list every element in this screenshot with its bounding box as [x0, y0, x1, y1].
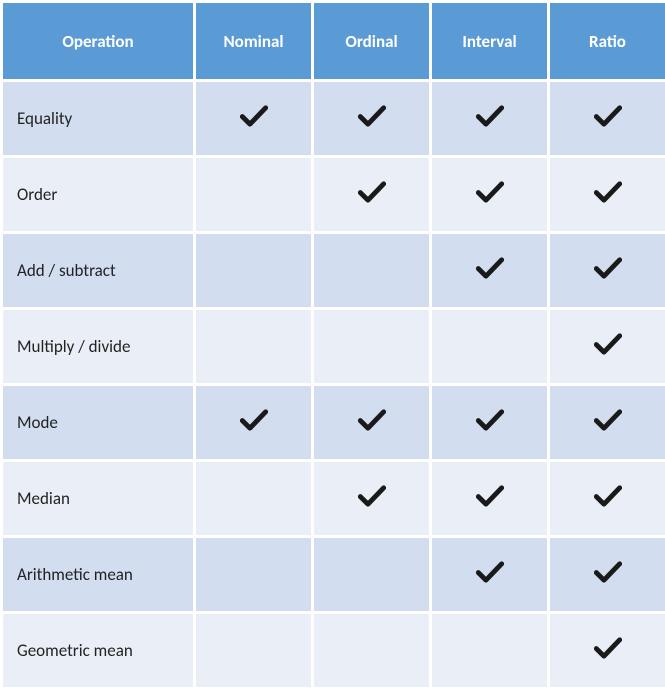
cell-check — [432, 158, 547, 231]
header-row: Operation Nominal Ordinal Interval Ratio — [3, 3, 665, 79]
cell-check — [550, 386, 665, 459]
cell-check — [196, 310, 311, 383]
check-icon — [476, 560, 504, 584]
col-nominal: Nominal — [196, 3, 311, 79]
cell-check — [314, 310, 429, 383]
cell-check — [432, 310, 547, 383]
check-icon — [594, 256, 622, 280]
check-icon — [594, 484, 622, 508]
cell-check — [196, 538, 311, 611]
check-icon — [476, 180, 504, 204]
cell-check — [432, 82, 547, 155]
check-icon — [594, 560, 622, 584]
row-label: Equality — [3, 82, 193, 155]
cell-check — [550, 234, 665, 307]
cell-check — [314, 462, 429, 535]
check-icon — [594, 636, 622, 660]
cell-check — [550, 82, 665, 155]
cell-check — [314, 538, 429, 611]
cell-check — [550, 158, 665, 231]
table-body: EqualityOrderAdd / subtractMultiply / di… — [3, 82, 665, 687]
cell-check — [432, 614, 547, 687]
table-row: Equality — [3, 82, 665, 155]
cell-check — [432, 386, 547, 459]
row-label: Order — [3, 158, 193, 231]
table-row: Arithmetic mean — [3, 538, 665, 611]
row-label: Median — [3, 462, 193, 535]
check-icon — [594, 180, 622, 204]
table-row: Geometric mean — [3, 614, 665, 687]
col-interval: Interval — [432, 3, 547, 79]
check-icon — [594, 408, 622, 432]
table-row: Mode — [3, 386, 665, 459]
scales-table-container: Operation Nominal Ordinal Interval Ratio… — [0, 0, 665, 690]
cell-check — [550, 462, 665, 535]
cell-check — [196, 234, 311, 307]
col-ordinal: Ordinal — [314, 3, 429, 79]
cell-check — [432, 234, 547, 307]
cell-check — [432, 462, 547, 535]
cell-check — [314, 614, 429, 687]
table-row: Multiply / divide — [3, 310, 665, 383]
cell-check — [314, 82, 429, 155]
scales-table: Operation Nominal Ordinal Interval Ratio… — [0, 0, 665, 690]
cell-check — [432, 538, 547, 611]
table-row: Add / subtract — [3, 234, 665, 307]
check-icon — [358, 484, 386, 508]
table-row: Order — [3, 158, 665, 231]
cell-check — [314, 234, 429, 307]
row-label: Geometric mean — [3, 614, 193, 687]
check-icon — [358, 180, 386, 204]
check-icon — [476, 408, 504, 432]
check-icon — [358, 104, 386, 128]
table-row: Median — [3, 462, 665, 535]
cell-check — [196, 462, 311, 535]
check-icon — [240, 408, 268, 432]
cell-check — [550, 538, 665, 611]
check-icon — [476, 484, 504, 508]
check-icon — [240, 104, 268, 128]
row-label: Add / subtract — [3, 234, 193, 307]
check-icon — [594, 104, 622, 128]
col-ratio: Ratio — [550, 3, 665, 79]
row-label: Multiply / divide — [3, 310, 193, 383]
cell-check — [196, 158, 311, 231]
row-label: Arithmetic mean — [3, 538, 193, 611]
check-icon — [476, 256, 504, 280]
cell-check — [196, 386, 311, 459]
cell-check — [196, 614, 311, 687]
cell-check — [550, 310, 665, 383]
check-icon — [594, 332, 622, 356]
cell-check — [314, 158, 429, 231]
cell-check — [314, 386, 429, 459]
check-icon — [358, 408, 386, 432]
row-label: Mode — [3, 386, 193, 459]
check-icon — [476, 104, 504, 128]
cell-check — [196, 82, 311, 155]
cell-check — [550, 614, 665, 687]
col-operation: Operation — [3, 3, 193, 79]
